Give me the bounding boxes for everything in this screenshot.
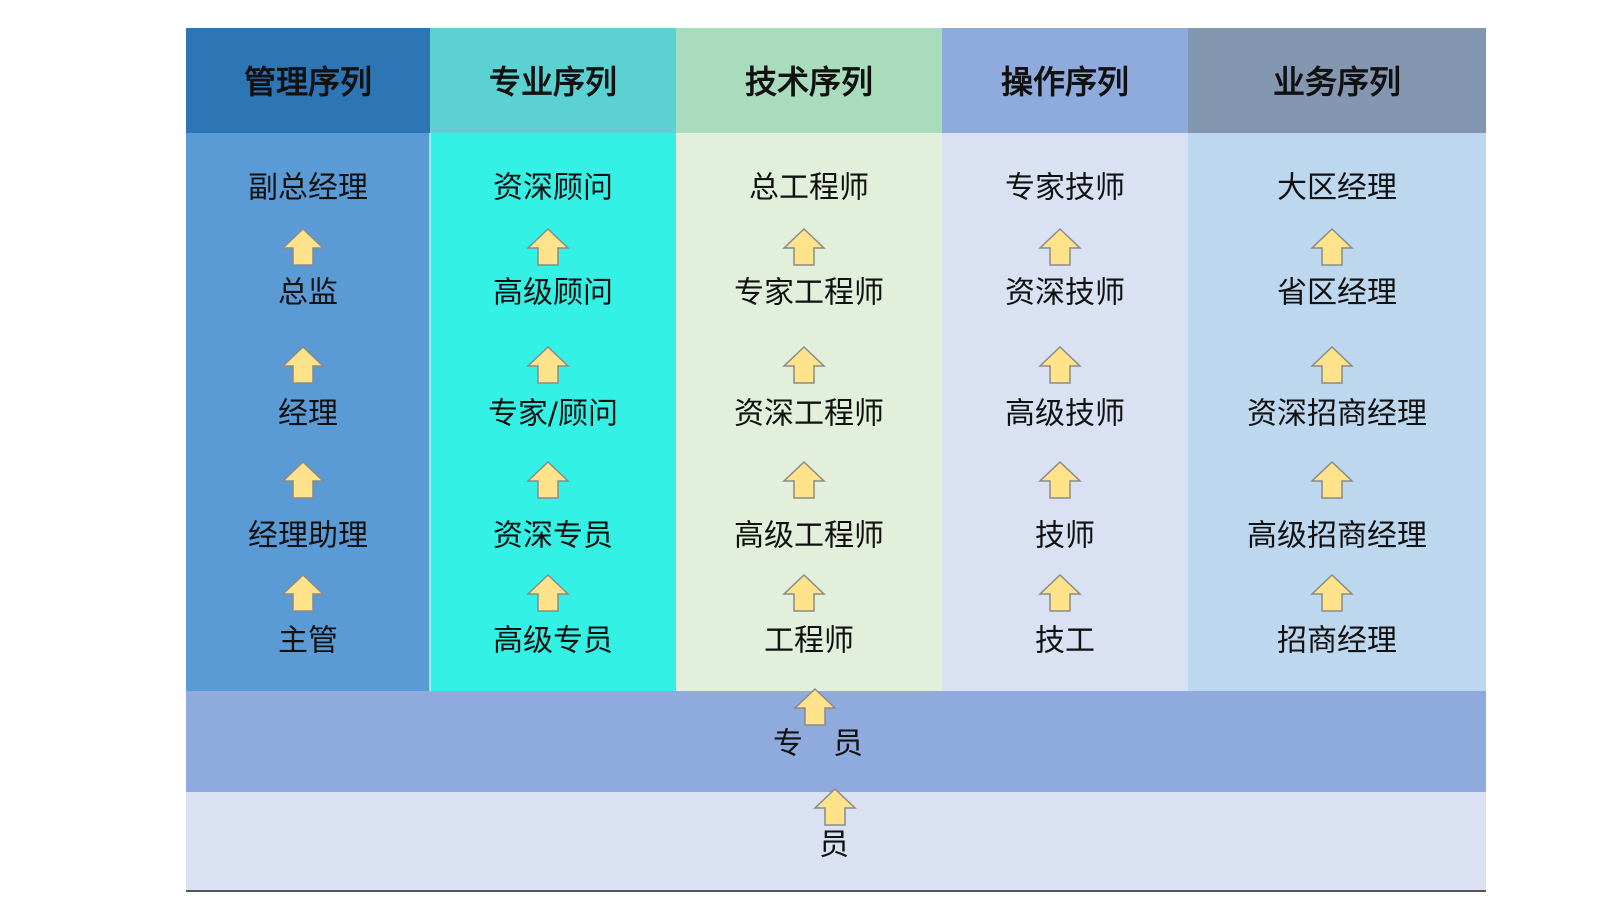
position: 高级技师 [1005, 397, 1125, 432]
position: 工程师 [764, 624, 854, 659]
position: 高级工程师 [734, 519, 884, 554]
band [186, 691, 1486, 792]
position: 总监 [278, 276, 338, 311]
position: 经理助理 [248, 519, 368, 554]
position: 技师 [1035, 519, 1095, 554]
column-header: 管理序列 [244, 63, 372, 101]
up-arrow [1038, 227, 1082, 266]
header-cell [942, 28, 1188, 133]
up-arrow [281, 460, 325, 499]
position: 经理 [278, 397, 338, 432]
up-arrow [782, 573, 826, 612]
position: 资深招商经理 [1247, 397, 1427, 432]
position: 招商经理 [1277, 624, 1397, 659]
up-arrow [526, 460, 570, 499]
up-arrow [526, 573, 570, 612]
up-arrow [782, 345, 826, 384]
up-arrow [1310, 345, 1354, 384]
up-arrow [1310, 573, 1354, 612]
up-arrow [782, 460, 826, 499]
position: 主管 [278, 624, 338, 659]
up-arrow [526, 227, 570, 266]
band-label: 专 员 [773, 727, 863, 762]
position: 技工 [1035, 624, 1095, 659]
up-arrow [1310, 460, 1354, 499]
position: 总工程师 [749, 171, 869, 206]
header-cell [186, 28, 430, 133]
up-arrow [1310, 227, 1354, 266]
header-cell [1188, 28, 1486, 133]
up-arrow [1038, 345, 1082, 384]
position: 副总经理 [248, 171, 368, 206]
up-arrow [526, 345, 570, 384]
position: 高级招商经理 [1247, 519, 1427, 554]
up-arrow [782, 227, 826, 266]
position: 专家工程师 [734, 276, 884, 311]
position: 资深顾问 [493, 171, 613, 206]
column-header: 操作序列 [1001, 63, 1129, 101]
column-header: 专业序列 [489, 63, 617, 101]
band-label: 员 [819, 828, 849, 863]
up-arrow [281, 345, 325, 384]
column-header: 业务序列 [1273, 63, 1401, 101]
header-cell [430, 28, 676, 133]
up-arrow [793, 687, 837, 726]
up-arrow [281, 573, 325, 612]
header-cell [676, 28, 942, 133]
position: 专家技师 [1005, 171, 1125, 206]
position: 高级顾问 [493, 276, 613, 311]
position: 资深技师 [1005, 276, 1125, 311]
up-arrow [1038, 573, 1082, 612]
position: 大区经理 [1277, 171, 1397, 206]
position: 资深工程师 [734, 397, 884, 432]
up-arrow [281, 227, 325, 266]
up-arrow [813, 787, 857, 826]
column-header: 技术序列 [745, 63, 873, 101]
position: 高级专员 [493, 624, 613, 659]
position: 资深专员 [493, 519, 613, 554]
position: 专家/顾问 [488, 397, 618, 432]
position: 省区经理 [1277, 276, 1397, 311]
up-arrow [1038, 460, 1082, 499]
